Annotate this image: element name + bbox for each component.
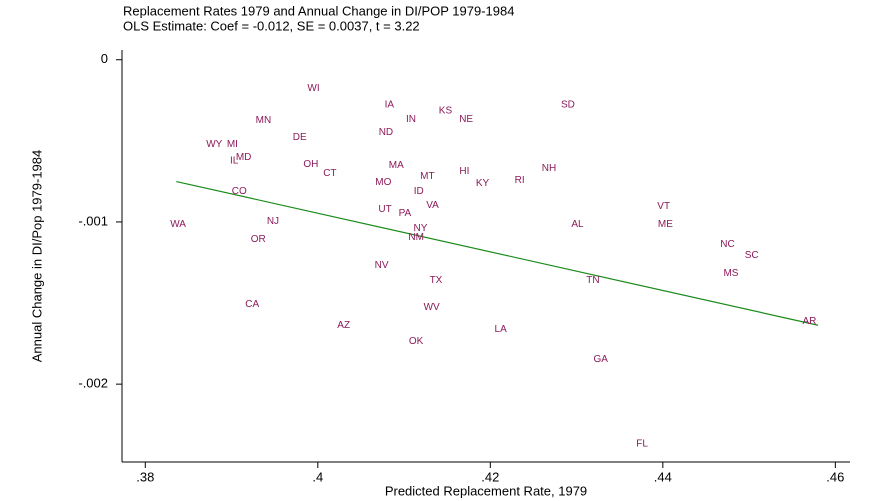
state-point: ME (658, 219, 673, 230)
y-tick-label: 0 (101, 51, 108, 66)
state-point: WV (424, 302, 440, 313)
state-point: NC (720, 239, 734, 250)
state-point: OH (303, 159, 318, 170)
state-point: VT (657, 201, 670, 212)
state-point: IA (385, 99, 395, 110)
state-point: WY (206, 139, 222, 150)
state-point: NE (459, 114, 473, 125)
state-point: WA (170, 219, 186, 230)
state-point: NV (375, 260, 389, 271)
state-point: PA (399, 208, 412, 219)
x-tick-label: .42 (481, 469, 499, 484)
state-point: NM (408, 232, 424, 243)
x-tick-label: .4 (312, 469, 323, 484)
state-point: ID (414, 186, 424, 197)
state-point: AL (571, 219, 584, 230)
state-point: NY (413, 223, 427, 234)
state-point: SD (561, 99, 575, 110)
x-tick-label: .38 (136, 469, 154, 484)
y-tick-label: -.002 (78, 376, 108, 391)
state-point: SC (745, 250, 759, 261)
state-point: MI (227, 139, 238, 150)
state-point: DE (293, 132, 307, 143)
state-point: CA (245, 299, 259, 310)
x-tick-label: .46 (826, 469, 844, 484)
fit-line (176, 180, 819, 326)
state-point: MO (375, 177, 391, 188)
state-point: CO (232, 186, 247, 197)
state-point: UT (378, 204, 391, 215)
state-point: MN (256, 115, 272, 126)
y-tick-label: -.001 (78, 213, 108, 228)
state-point: MS (723, 268, 738, 279)
state-point: CT (323, 168, 336, 179)
state-point: MA (389, 160, 404, 171)
state-point: MT (420, 171, 434, 182)
state-point: WI (307, 83, 319, 94)
state-point: IN (406, 114, 416, 125)
state-point: OR (251, 234, 266, 245)
state-point: MD (236, 152, 252, 163)
state-point: TX (430, 275, 443, 286)
state-point: VA (426, 200, 439, 211)
state-point: NH (542, 163, 556, 174)
chart-subtitle: OLS Estimate: Coef = -0.012, SE = 0.0037… (123, 18, 420, 33)
state-point: RI (515, 175, 525, 186)
state-point: TN (586, 275, 599, 286)
state-point: GA (593, 354, 608, 365)
y-axis-label: Annual Change in DI/Pop 1979-1984 (29, 150, 44, 363)
state-point: OK (409, 336, 424, 347)
state-point: KS (439, 105, 453, 116)
state-point: AZ (337, 320, 350, 331)
state-point: IL (230, 155, 239, 166)
x-axis-label: Predicted Replacement Rate, 1979 (385, 483, 587, 498)
state-point: HI (459, 166, 469, 177)
state-point: NJ (267, 216, 279, 227)
state-point: KY (476, 178, 490, 189)
state-point: ND (379, 127, 393, 138)
state-point: LA (495, 324, 508, 335)
state-point: FL (636, 439, 648, 450)
chart-title: Replacement Rates 1979 and Annual Change… (123, 3, 514, 18)
x-tick-label: .44 (654, 469, 672, 484)
state-point: AR (803, 316, 817, 327)
